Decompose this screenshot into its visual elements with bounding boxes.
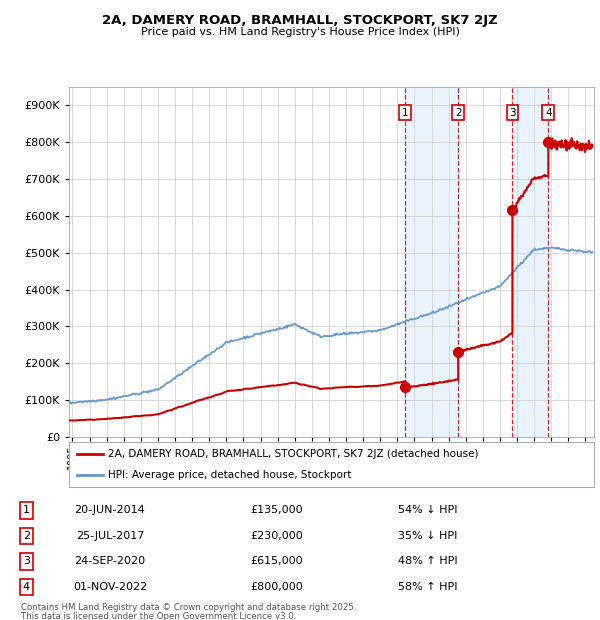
Text: 2: 2 — [455, 108, 461, 118]
Text: 35% ↓ HPI: 35% ↓ HPI — [398, 531, 457, 541]
FancyBboxPatch shape — [69, 442, 594, 487]
Text: £800,000: £800,000 — [251, 582, 304, 592]
Text: 54% ↓ HPI: 54% ↓ HPI — [398, 505, 457, 515]
Text: £230,000: £230,000 — [251, 531, 304, 541]
Text: 2A, DAMERY ROAD, BRAMHALL, STOCKPORT, SK7 2JZ: 2A, DAMERY ROAD, BRAMHALL, STOCKPORT, SK… — [102, 14, 498, 27]
Text: 25-JUL-2017: 25-JUL-2017 — [76, 531, 144, 541]
Text: 1: 1 — [23, 505, 30, 515]
Text: 24-SEP-2020: 24-SEP-2020 — [74, 556, 145, 567]
Text: £135,000: £135,000 — [251, 505, 303, 515]
Text: 01-NOV-2022: 01-NOV-2022 — [73, 582, 147, 592]
Text: 3: 3 — [23, 556, 30, 567]
Text: 20-JUN-2014: 20-JUN-2014 — [74, 505, 145, 515]
Text: 48% ↑ HPI: 48% ↑ HPI — [398, 556, 458, 567]
Text: Contains HM Land Registry data © Crown copyright and database right 2025.: Contains HM Land Registry data © Crown c… — [21, 603, 356, 612]
Text: 1: 1 — [402, 108, 409, 118]
Text: 4: 4 — [545, 108, 551, 118]
Bar — [512, 87, 548, 437]
Text: This data is licensed under the Open Government Licence v3.0.: This data is licensed under the Open Gov… — [21, 612, 296, 620]
Text: 2: 2 — [23, 531, 30, 541]
Text: HPI: Average price, detached house, Stockport: HPI: Average price, detached house, Stoc… — [109, 469, 352, 480]
Text: 58% ↑ HPI: 58% ↑ HPI — [398, 582, 457, 592]
Text: 2A, DAMERY ROAD, BRAMHALL, STOCKPORT, SK7 2JZ (detached house): 2A, DAMERY ROAD, BRAMHALL, STOCKPORT, SK… — [109, 449, 479, 459]
Text: 4: 4 — [23, 582, 30, 592]
Bar — [406, 87, 458, 437]
Text: Price paid vs. HM Land Registry's House Price Index (HPI): Price paid vs. HM Land Registry's House … — [140, 27, 460, 37]
Text: £615,000: £615,000 — [251, 556, 303, 567]
Text: 3: 3 — [509, 108, 516, 118]
